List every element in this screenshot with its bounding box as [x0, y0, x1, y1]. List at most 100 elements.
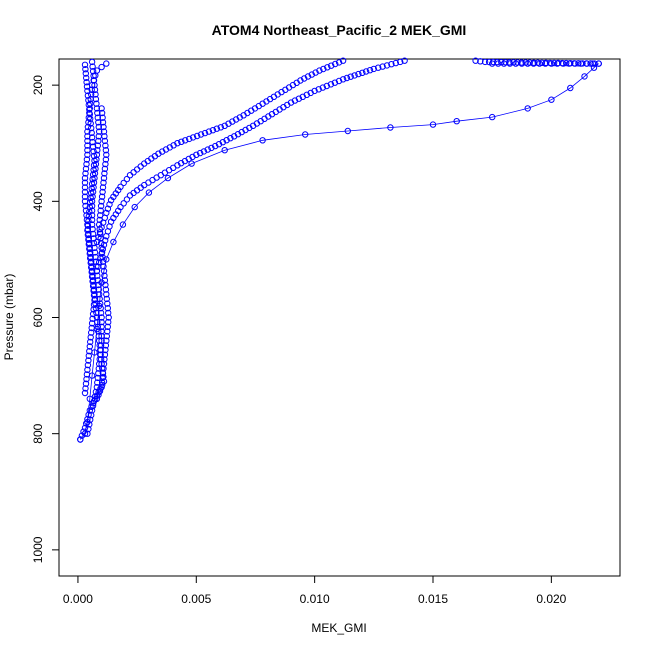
y-axis: 200 400 600 800 1000 [31, 75, 60, 563]
data-point [196, 149, 204, 157]
x-tick-label: 0.005 [181, 592, 211, 606]
data-point [106, 201, 113, 208]
data-point [81, 179, 89, 186]
data-point [95, 332, 103, 340]
data-point [104, 205, 112, 212]
data-point [93, 314, 101, 321]
data-point [78, 432, 86, 439]
data-point [131, 203, 138, 211]
data-point [579, 60, 586, 67]
series-4 [93, 57, 347, 246]
data-point [84, 361, 92, 369]
data-point [94, 374, 102, 382]
data-point [87, 199, 94, 206]
data-point [332, 60, 339, 68]
data-point [84, 147, 91, 154]
data-point [100, 179, 107, 186]
data-point [88, 221, 96, 228]
data-point [90, 306, 97, 313]
data-point [99, 374, 106, 382]
data-point [81, 188, 89, 196]
data-point [591, 60, 598, 67]
data-point [88, 407, 96, 414]
data-point [103, 295, 111, 303]
data-point [589, 60, 596, 67]
data-point [96, 356, 103, 363]
data-point [98, 384, 105, 391]
data-point [77, 436, 84, 443]
data-point [102, 156, 110, 163]
data-point [88, 58, 96, 66]
data-point [98, 105, 105, 112]
data-point [86, 348, 93, 355]
data-point [137, 163, 144, 170]
data-point [94, 147, 101, 154]
data-point [91, 157, 98, 164]
data-point [87, 255, 94, 262]
data-point [83, 420, 90, 427]
data-point [95, 123, 103, 131]
data-point [94, 142, 102, 149]
data-point [344, 127, 351, 135]
data-point [559, 59, 566, 67]
data-point [104, 305, 112, 312]
data-point [534, 59, 541, 66]
data-point [102, 142, 109, 149]
data-point [308, 71, 315, 78]
data-point [123, 196, 131, 203]
data-point [94, 323, 102, 330]
data-point [105, 309, 112, 317]
data-point [85, 241, 93, 248]
data-point [590, 64, 598, 71]
data-point [347, 73, 354, 80]
data-point [315, 86, 322, 93]
data-point [90, 152, 98, 160]
data-point [351, 72, 358, 79]
data-point [189, 134, 197, 141]
data-point [103, 151, 110, 159]
data-point [86, 111, 94, 118]
data-point [84, 430, 91, 437]
data-point [98, 193, 106, 200]
x-axis-label: MEK_GMI [311, 621, 366, 635]
data-point [82, 170, 89, 177]
data-point [86, 343, 94, 350]
data-point [87, 338, 94, 346]
data-point [217, 124, 225, 131]
data-point [88, 324, 95, 332]
data-point [472, 57, 479, 64]
data-point [335, 59, 343, 66]
data-point [359, 69, 366, 77]
data-point [86, 203, 94, 211]
data-point [99, 188, 106, 196]
data-point [301, 75, 308, 82]
data-point [489, 113, 496, 121]
data-point [96, 216, 103, 224]
data-point [335, 77, 343, 85]
data-point [231, 133, 238, 140]
data-point [86, 208, 93, 216]
data-point [102, 342, 110, 349]
data-point [91, 296, 98, 304]
data-point [98, 318, 105, 326]
data-point [123, 175, 131, 183]
data-point [366, 67, 374, 74]
data-point [98, 63, 105, 71]
data-point [90, 166, 97, 174]
data-point [90, 162, 98, 169]
y-axis-label: Pressure (mbar) [2, 274, 16, 361]
data-point [87, 334, 94, 341]
data-point [90, 148, 97, 155]
data-point [85, 217, 92, 225]
data-point [84, 222, 92, 229]
data-point [88, 124, 95, 132]
data-point [90, 292, 98, 299]
data-point [87, 100, 94, 107]
data-point [87, 416, 94, 423]
data-point [343, 74, 351, 82]
data-point [481, 58, 489, 66]
data-point [102, 160, 109, 168]
data-point [502, 59, 509, 66]
data-point [97, 351, 104, 358]
data-point [87, 259, 94, 267]
